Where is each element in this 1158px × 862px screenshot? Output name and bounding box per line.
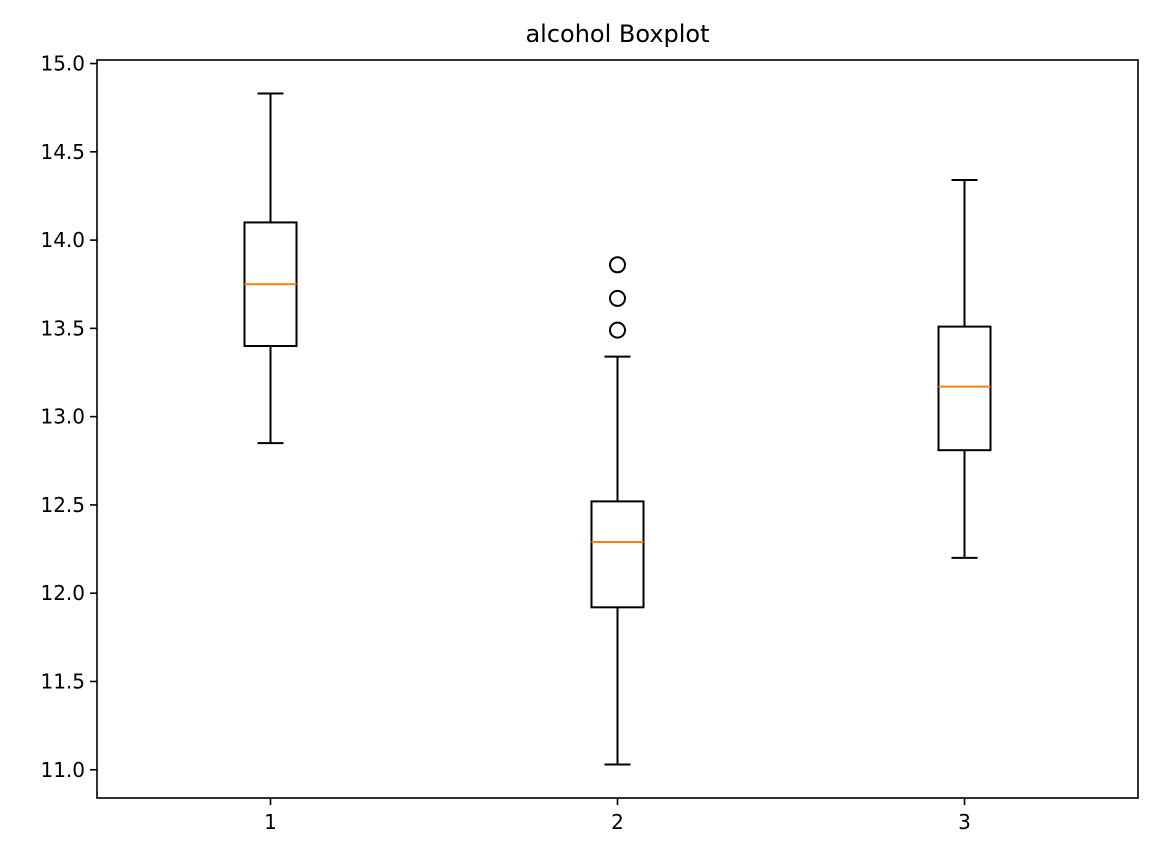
y-tick-label: 11.0 <box>40 758 85 782</box>
flier-point <box>609 321 626 339</box>
y-tick-label: 12.5 <box>40 493 85 517</box>
y-tick-label: 13.5 <box>40 316 85 340</box>
y-tick-label: 14.5 <box>40 140 85 164</box>
box <box>590 500 645 609</box>
y-tick-label: 12.0 <box>40 581 85 605</box>
chart-title: alcohol Boxplot <box>525 20 709 48</box>
box-group-2 <box>590 256 645 766</box>
flier-point <box>609 289 626 307</box>
flier-point <box>609 256 626 274</box>
y-tick-label: 14.0 <box>40 228 85 252</box>
y-tick-label: 13.0 <box>40 405 85 429</box>
y-tick-label: 15.0 <box>40 52 85 76</box>
axes: 11.0 11.5 12.0 12.5 13.0 13.5 14.0 14.5 15.0 1 2 3 <box>40 52 1139 834</box>
x-tick-label: 1 <box>264 810 277 834</box>
x-tick-label: 2 <box>611 810 624 834</box>
box <box>937 325 992 452</box>
box-group-3 <box>937 179 992 559</box>
box-group-1 <box>243 92 298 445</box>
plot-area <box>243 92 992 766</box>
x-tick-label: 3 <box>958 810 971 834</box>
y-tick-label: 11.5 <box>40 669 85 693</box>
